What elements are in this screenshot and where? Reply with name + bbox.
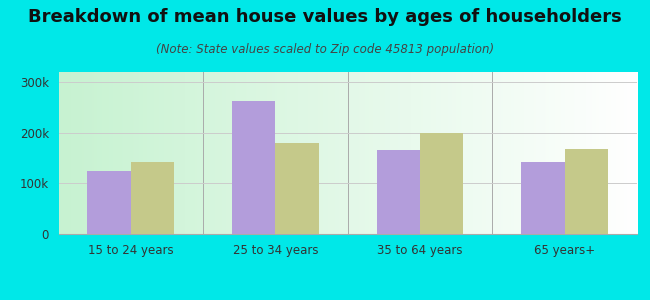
Bar [276, 143, 318, 234]
Bar [87, 171, 131, 234]
Bar [131, 162, 174, 234]
Bar [232, 101, 276, 234]
Bar [521, 162, 565, 234]
Text: Breakdown of mean house values by ages of householders: Breakdown of mean house values by ages o… [28, 8, 622, 26]
Bar [420, 133, 463, 234]
Bar [377, 151, 420, 234]
Bar [565, 149, 608, 234]
Text: (Note: State values scaled to Zip code 45813 population): (Note: State values scaled to Zip code 4… [156, 44, 494, 56]
